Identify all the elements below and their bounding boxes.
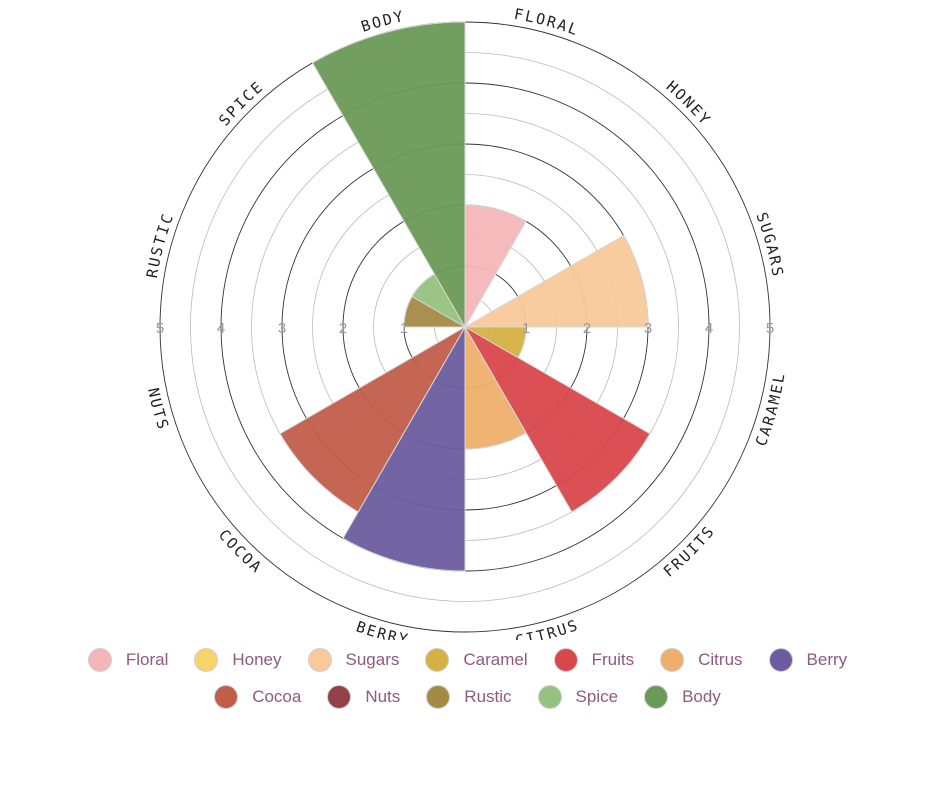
legend-label: Body xyxy=(682,687,721,706)
wedge-berry[interactable] xyxy=(342,325,466,572)
legend-item-body[interactable]: Body xyxy=(644,685,721,709)
wedge-sugars[interactable] xyxy=(463,234,649,328)
legend-item-rustic[interactable]: Rustic xyxy=(426,685,512,709)
wedge-body[interactable] xyxy=(311,21,466,329)
legend-item-citrus[interactable]: Citrus xyxy=(660,648,743,672)
legend-item-caramel[interactable]: Caramel xyxy=(425,648,528,672)
axis-label-honey: HONEY xyxy=(663,77,715,129)
legend-swatch xyxy=(307,648,332,672)
tick-label: 1 xyxy=(522,320,530,337)
legend-row: Cocoa Nuts Rustic Spice Body xyxy=(0,685,937,709)
axis-label-caramel: CARAMEL xyxy=(752,371,789,449)
axis-label-fruits: FRUITS xyxy=(660,522,719,581)
legend-item-nuts[interactable]: Nuts xyxy=(327,685,400,709)
legend-swatch xyxy=(537,685,562,709)
tick-label: 3 xyxy=(278,320,286,337)
legend-label: Caramel xyxy=(463,650,528,669)
axis-label-sugars: SUGARS xyxy=(752,210,787,279)
tick-label: 3 xyxy=(644,320,652,337)
legend-swatch xyxy=(768,648,793,672)
tick-label: 2 xyxy=(339,320,347,337)
legend-swatch xyxy=(87,648,112,672)
legend-label: Spice xyxy=(575,687,619,706)
axis-label-spice: SPICE xyxy=(215,77,267,129)
wedge-cocoa[interactable] xyxy=(279,325,467,513)
legend-label: Rustic xyxy=(464,687,512,706)
legend-item-floral[interactable]: Floral xyxy=(87,648,169,672)
legend-row: Floral Honey Sugars Caramel Fruits Citrus Berr… xyxy=(0,648,937,672)
legend-label: Berry xyxy=(806,650,848,669)
tick-label: 5 xyxy=(156,320,164,337)
legend-label: Honey xyxy=(232,650,282,669)
legend-label: Nuts xyxy=(365,687,401,706)
legend-label: Sugars xyxy=(345,650,400,669)
legend-swatch xyxy=(327,685,352,709)
legend-item-spice[interactable]: Spice xyxy=(537,685,619,709)
legend-item-honey[interactable]: Honey xyxy=(194,648,282,672)
legend-swatch xyxy=(553,648,578,672)
legend-item-sugars[interactable]: Sugars xyxy=(307,648,400,672)
legend-swatch xyxy=(426,685,451,709)
legend-swatch xyxy=(660,648,685,672)
axis-label-nuts: NUTS xyxy=(144,386,173,433)
tick-label: 4 xyxy=(217,320,225,337)
chart-tick-labels: 1 1 2 2 3 3 4 4 5 5 xyxy=(156,320,774,337)
axis-label-floral: FLORAL xyxy=(513,5,582,40)
legend-item-cocoa[interactable]: Cocoa xyxy=(214,685,301,709)
legend-label: Cocoa xyxy=(252,687,302,706)
legend-label: Floral xyxy=(125,650,169,669)
legend-label: Citrus xyxy=(698,650,743,669)
tick-label: 4 xyxy=(705,320,713,337)
axis-label-citrus: CITRUS xyxy=(514,616,582,640)
axis-label-rustic: RUSTIC xyxy=(143,210,178,279)
legend-item-berry[interactable]: Berry xyxy=(768,648,848,672)
polar-area-chart: 1 1 2 2 3 3 4 4 5 5 FLORAL HONEY SUGARS CARAMEL FRUIT… xyxy=(143,5,789,640)
legend-swatch xyxy=(425,648,450,672)
legend-swatch xyxy=(194,648,219,672)
chart-wedges xyxy=(279,21,651,572)
tick-label: 1 xyxy=(400,320,408,337)
tick-label: 5 xyxy=(766,320,774,337)
legend-swatch xyxy=(644,685,669,709)
legend-label: Fruits xyxy=(591,650,635,669)
legend-item-fruits[interactable]: Fruits xyxy=(553,648,635,672)
wedge-fruits[interactable] xyxy=(463,325,651,513)
tick-label: 2 xyxy=(583,320,591,337)
legend-swatch xyxy=(214,685,239,709)
